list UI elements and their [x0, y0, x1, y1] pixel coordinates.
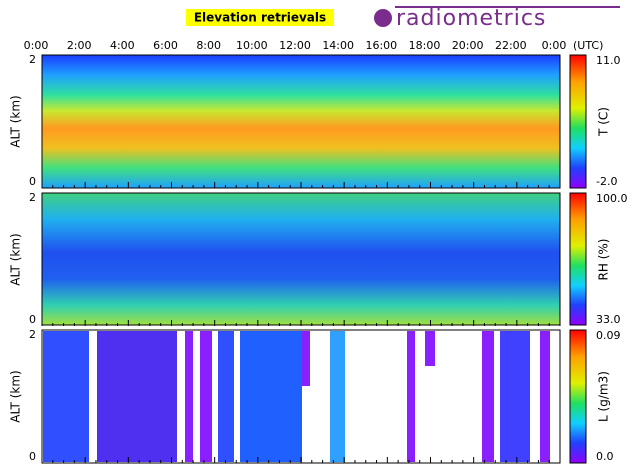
- logo-icon: [374, 9, 392, 27]
- y-label: ALT (km): [9, 95, 23, 147]
- humidity-heatmap: [41, 192, 561, 326]
- y-tick-label: 0: [29, 450, 36, 463]
- time-label: 20:00: [452, 39, 484, 52]
- colorbar-min: 33.0: [596, 313, 621, 326]
- colorbar-max: 11.0: [596, 54, 621, 67]
- colorbar: [569, 192, 587, 326]
- y-tick-label: 2: [29, 191, 36, 204]
- time-label: 14:00: [322, 39, 354, 52]
- time-label: 4:00: [110, 39, 135, 52]
- y-tick-label: 0: [29, 175, 36, 188]
- colorbar-label: T (C): [597, 107, 611, 137]
- time-label: 2:00: [67, 39, 92, 52]
- title: Elevation retrievals: [194, 11, 326, 25]
- colorbar-max: 100.0: [596, 192, 628, 205]
- time-label: 8:00: [196, 39, 221, 52]
- time-label: 18:00: [409, 39, 441, 52]
- y-tick-label: 0: [29, 313, 36, 326]
- time-label: 22:00: [495, 39, 527, 52]
- y-label: ALT (km): [9, 233, 23, 285]
- time-label: 0:00: [24, 39, 49, 52]
- colorbar: [569, 54, 587, 189]
- time-label: 6:00: [153, 39, 178, 52]
- time-label: 12:00: [279, 39, 311, 52]
- title-highlight: [186, 9, 334, 26]
- colorbar-min: 0.0: [596, 450, 614, 463]
- colorbar-label: L (g/m3): [597, 371, 611, 422]
- y-tick-label: 2: [29, 53, 36, 66]
- y-tick-label: 2: [29, 328, 36, 341]
- temperature-heatmap: [41, 54, 561, 189]
- colorbar: [569, 329, 587, 464]
- y-label: ALT (km): [9, 370, 23, 422]
- logo: radiometrics: [396, 6, 546, 31]
- colorbar-min: -2.0: [596, 175, 617, 188]
- time-unit: (UTC): [573, 39, 603, 52]
- time-label: 0:00: [542, 39, 567, 52]
- colorbar-max: 0.09: [596, 329, 621, 342]
- time-label: 16:00: [365, 39, 397, 52]
- time-label: 10:00: [236, 39, 268, 52]
- liquid-columns: [43, 331, 550, 462]
- colorbar-label: RH (%): [597, 239, 611, 281]
